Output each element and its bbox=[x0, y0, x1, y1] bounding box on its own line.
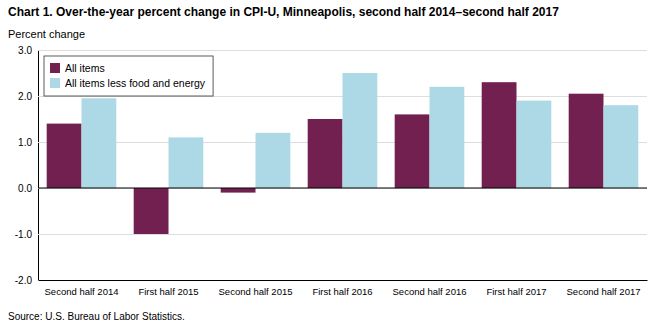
y-axis: -2.0 -1.0 0.0 1.0 2.0 3.0 bbox=[15, 45, 647, 286]
bar bbox=[343, 73, 378, 188]
y-tick: -1.0 bbox=[15, 229, 647, 240]
legend-label: All items bbox=[65, 62, 105, 74]
bar bbox=[517, 101, 552, 188]
grid-line bbox=[38, 188, 647, 189]
grid-line bbox=[38, 280, 647, 281]
y-axis-label: Percent change bbox=[8, 28, 85, 40]
title: Chart 1. Over-the-year percent change in… bbox=[8, 5, 559, 19]
x-axis: Second half 2014 First half 2015 Second ha… bbox=[39, 280, 648, 297]
y-tick-label: -2.0 bbox=[15, 275, 33, 286]
bar bbox=[569, 94, 604, 188]
bar bbox=[308, 119, 343, 188]
x-tick: Second half 2015 bbox=[219, 280, 293, 297]
x-tick-label: Second half 2015 bbox=[219, 286, 293, 297]
grid-line bbox=[38, 234, 647, 235]
bar bbox=[169, 137, 204, 188]
y-tick-label: -1.0 bbox=[15, 229, 33, 240]
y-tick-label: 0.0 bbox=[18, 183, 32, 194]
x-tick: First half 2016 bbox=[312, 280, 372, 297]
legend: All items All items less food and energy bbox=[44, 56, 213, 96]
legend-label: All items less food and energy bbox=[65, 77, 206, 89]
x-tick-label: Second half 2016 bbox=[393, 286, 467, 297]
bar bbox=[221, 188, 256, 193]
x-tick: First half 2017 bbox=[486, 280, 546, 297]
x-tick-label: First half 2017 bbox=[486, 286, 546, 297]
bar bbox=[604, 105, 639, 188]
bar bbox=[482, 82, 517, 188]
plot: -2.0 -1.0 0.0 1.0 2.0 3.0 Second half 2014 Firs… bbox=[15, 45, 648, 297]
y-tick: -2.0 bbox=[15, 275, 647, 286]
bar bbox=[395, 114, 430, 188]
bar bbox=[256, 133, 291, 188]
y-tick-label: 3.0 bbox=[18, 45, 32, 56]
chart: Chart 1. Over-the-year percent change in… bbox=[0, 0, 659, 326]
x-tick-label: First half 2015 bbox=[138, 286, 198, 297]
y-tick: 3.0 bbox=[18, 45, 647, 56]
x-tick-label: Second half 2014 bbox=[45, 286, 119, 297]
x-tick: Second half 2017 bbox=[567, 280, 641, 297]
bar bbox=[134, 188, 169, 234]
series bbox=[47, 82, 604, 234]
x-tick: Second half 2016 bbox=[393, 280, 467, 297]
legend-swatch bbox=[50, 78, 60, 88]
bar bbox=[47, 124, 82, 188]
x-tick-label: First half 2016 bbox=[312, 286, 372, 297]
grid-line bbox=[38, 50, 647, 51]
legend-frame bbox=[44, 56, 213, 96]
x-tick: First half 2015 bbox=[138, 280, 198, 297]
bar bbox=[430, 87, 465, 188]
zero-line bbox=[38, 188, 647, 189]
bars bbox=[47, 73, 639, 234]
annotation: Source: U.S. Bureau of Labor Statistics. bbox=[8, 311, 185, 322]
x-axis-line bbox=[39, 280, 648, 281]
x-tick: Second half 2014 bbox=[45, 280, 119, 297]
x-tick-label: Second half 2017 bbox=[567, 286, 641, 297]
y-axis-line bbox=[39, 51, 648, 281]
legend-swatch bbox=[50, 63, 60, 73]
bar bbox=[82, 98, 117, 188]
y-tick-label: 1.0 bbox=[18, 137, 32, 148]
y-tick-label: 2.0 bbox=[18, 91, 32, 102]
